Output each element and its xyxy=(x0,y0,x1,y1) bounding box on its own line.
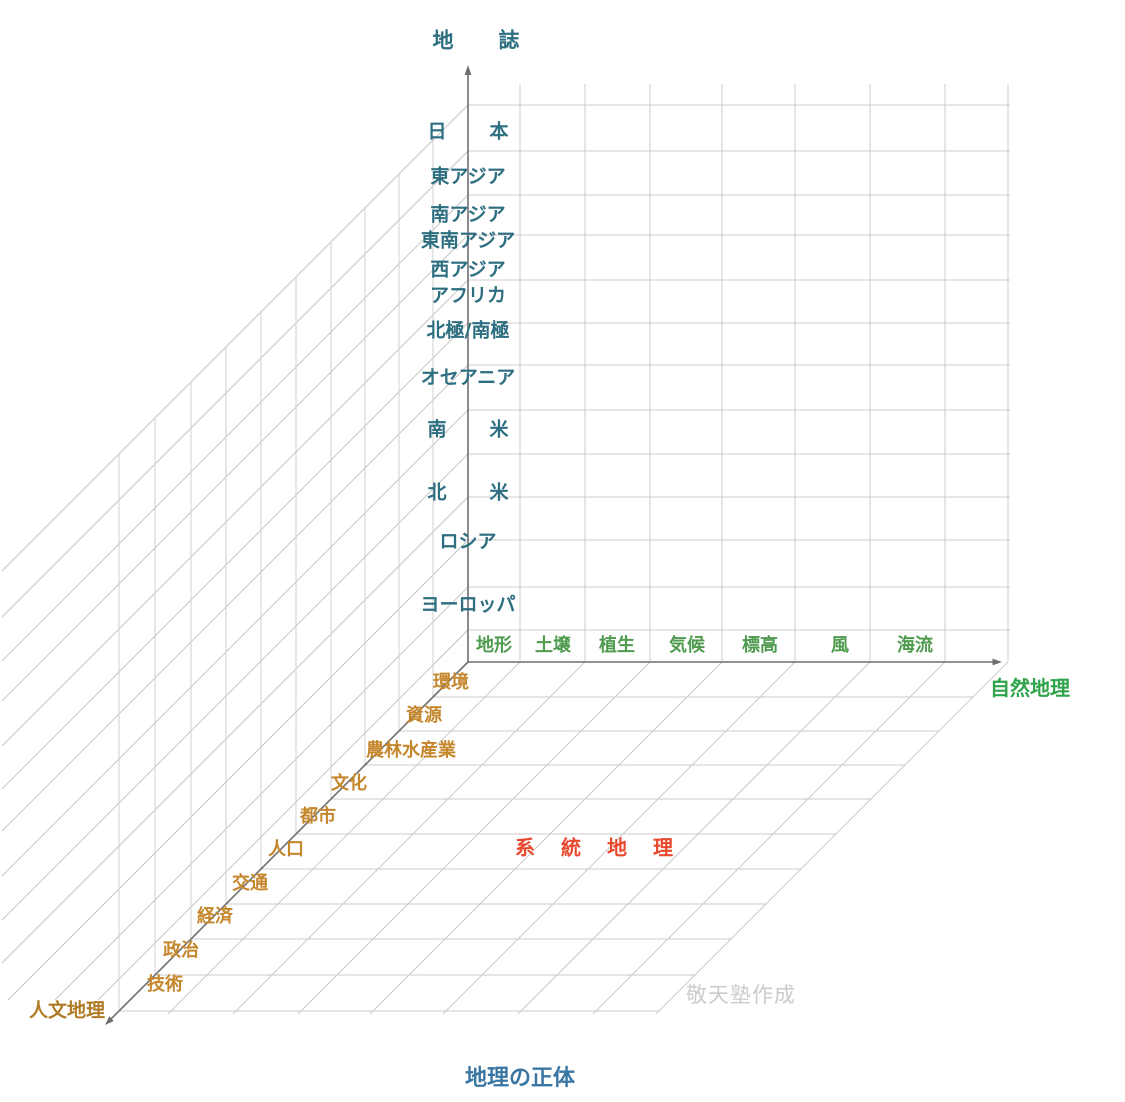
region-label: オセアニア xyxy=(420,366,516,389)
nature-category-label: 風 xyxy=(831,635,849,656)
z-axis-arrow xyxy=(464,65,472,75)
right-wall-grid xyxy=(435,84,1010,663)
watermark-text: 敬天塾作成 xyxy=(686,983,796,1007)
nature-category-label: 海流 xyxy=(897,635,933,656)
region-label: 東アジア xyxy=(430,165,506,188)
region-label: 西アジア xyxy=(430,258,506,281)
human-topic-label: 技術 xyxy=(147,974,183,995)
nature-category-label: 標高 xyxy=(742,635,778,656)
human-topic-label: 農林水産業 xyxy=(366,740,456,761)
region-label: 北米 xyxy=(427,481,552,504)
x-axis-title: 自然地理 xyxy=(990,676,1070,700)
nature-category-label: 植生 xyxy=(599,635,635,656)
human-topic-label: 環境 xyxy=(433,672,469,693)
left-wall-grid xyxy=(1,104,469,1011)
y-axis-arrow xyxy=(105,1016,114,1025)
region-label: 東南アジア xyxy=(420,229,516,252)
nature-category-label: 土壌 xyxy=(535,635,571,656)
nature-category-label: 気候 xyxy=(669,635,705,656)
region-label: 日本 xyxy=(427,120,552,143)
floor-grid xyxy=(119,661,1009,1015)
nature-category-label: 地形 xyxy=(476,635,512,656)
region-label: 南アジア xyxy=(430,203,506,226)
x-axis-arrow xyxy=(992,658,1002,666)
z-axis-title: 地誌 xyxy=(432,28,565,53)
human-topic-label: 都市 xyxy=(300,806,336,827)
human-topic-label: 経済 xyxy=(197,906,233,927)
human-topic-label: 資源 xyxy=(406,705,442,726)
diagram-caption: 地理の正体 xyxy=(464,1066,576,1091)
human-topic-label: 文化 xyxy=(331,773,367,794)
y-axis-title: 人文地理 xyxy=(28,999,106,1022)
human-topic-label: 交通 xyxy=(232,873,268,894)
axes xyxy=(105,65,1002,1025)
region-label: 南米 xyxy=(427,418,552,441)
region-label: 北極/南極 xyxy=(426,319,510,342)
region-label: アフリカ xyxy=(429,284,507,307)
region-label: ロシア xyxy=(439,530,497,553)
center-label: 系統地理 xyxy=(515,835,699,860)
human-topic-label: 人口 xyxy=(268,839,304,860)
region-label: ヨーロッパ xyxy=(420,593,516,616)
human-topic-label: 政治 xyxy=(163,940,199,961)
